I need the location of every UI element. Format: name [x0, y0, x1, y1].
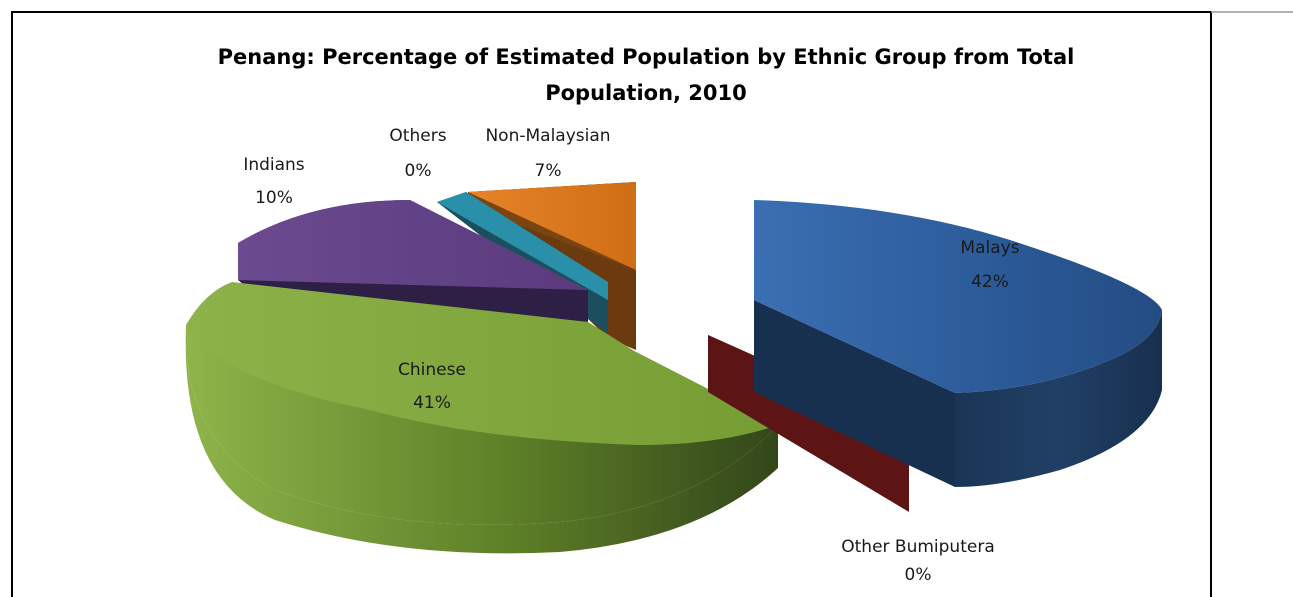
value-others: 0% [405, 161, 432, 181]
label-malays: Malays [960, 238, 1019, 258]
label-others: Others [389, 126, 446, 146]
label-non-malaysian: Non-Malaysian [485, 126, 610, 146]
value-chinese: 41% [413, 393, 451, 413]
value-other-bumiputera: 0% [905, 565, 932, 585]
slice-labels: Malays 42% Other Bumiputera 0% Chinese 41% Ind… [243, 126, 1019, 585]
value-malays: 42% [971, 272, 1009, 292]
chart-title: Penang: Percentage of Estimated Populati… [218, 45, 1075, 105]
value-indians: 10% [255, 188, 293, 208]
value-non-malaysian: 7% [535, 161, 562, 181]
chart-title-line: Penang: Percentage of Estimated Populati… [218, 45, 1075, 69]
chart-title-line: Population, 2010 [545, 81, 747, 105]
label-chinese: Chinese [398, 360, 466, 380]
slice-malays [754, 200, 1162, 487]
label-indians: Indians [243, 155, 304, 175]
plot-border [11, 11, 1212, 597]
slice-chinese [185, 282, 778, 554]
label-other-bumiputera: Other Bumiputera [841, 537, 995, 557]
